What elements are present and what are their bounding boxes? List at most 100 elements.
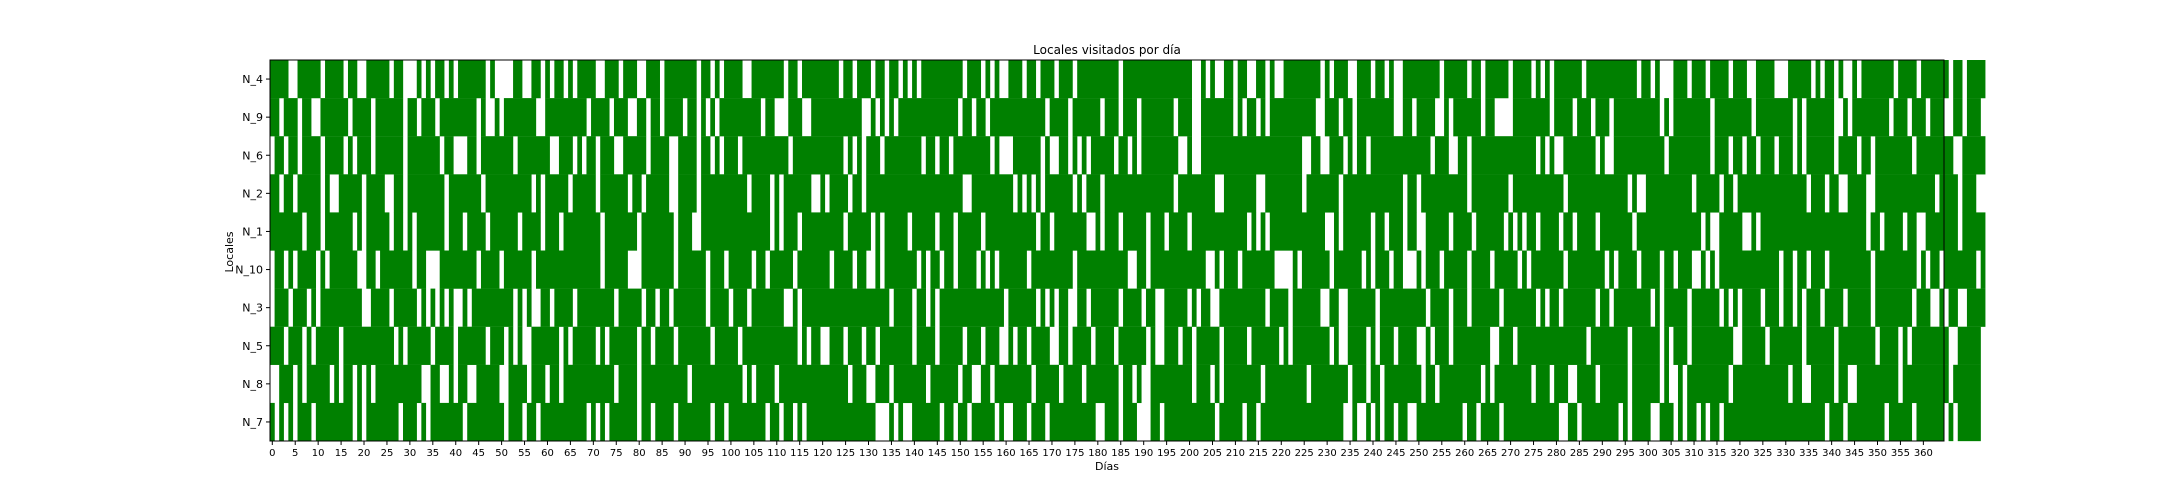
heatmap-cell-run-N_7-day-303 xyxy=(1659,402,1674,442)
heatmap-cell-run-N_7-day-246 xyxy=(1398,402,1408,442)
heatmap-cell-run-N_5-day-246 xyxy=(1398,326,1417,365)
heatmap-cell-run-N_8-day-35 xyxy=(430,364,440,404)
heatmap-cell-run-N_7-day-147 xyxy=(944,402,954,442)
heatmap-cell-run-N_6-day-69 xyxy=(586,136,596,175)
heatmap-cell-run-N_6-day-350 xyxy=(1875,136,1913,175)
x-tick-label-245: 245 xyxy=(1386,448,1405,459)
heatmap-cell-run-N_7-day-150 xyxy=(957,402,968,442)
x-tick-label-305: 305 xyxy=(1662,448,1681,459)
heatmap-cell-run-N_2-day-122 xyxy=(829,174,849,213)
heatmap-cell-run-N_10-day-142 xyxy=(921,250,926,289)
heatmap-cell-run-N_2-day-217 xyxy=(1265,174,1303,213)
x-tick-label-5: 5 xyxy=(292,448,298,459)
heatmap-cell-run-N_5-day-297 xyxy=(1632,326,1660,365)
heatmap-cell-run-N_1-day-48 xyxy=(490,212,518,251)
heatmap-cell-run-N_5-day-81 xyxy=(641,326,651,365)
heatmap-cell-run-N_4-day-172 xyxy=(1058,60,1073,99)
heatmap-cell-run-N_6-day-67 xyxy=(577,136,583,175)
heatmap-cell-run-N_7-day-286 xyxy=(1581,402,1619,442)
heatmap-cell-run-N_9-day-118 xyxy=(811,98,862,137)
x-tick-label-345: 345 xyxy=(1845,448,1864,459)
x-tick-label-255: 255 xyxy=(1432,448,1451,459)
heatmap-cell-run-N_6-day-172 xyxy=(1058,136,1069,175)
heatmap-cell-run-N_9-day-151 xyxy=(962,98,972,137)
heatmap-cell-run-N_2-day-66 xyxy=(572,174,596,213)
heatmap-cell-run-N_2-day-39 xyxy=(448,174,482,213)
heatmap-cell-run-N_5-day-89 xyxy=(678,326,711,365)
heatmap-cell-run-N_7-day-162 xyxy=(1012,402,1027,442)
heatmap-cell-run-N_2-day-369 xyxy=(1962,174,1977,213)
heatmap-cell-run-N_6-day-126 xyxy=(847,136,853,175)
heatmap-cell-run-N_1-day-55 xyxy=(522,212,541,251)
heatmap-cell-run-N_6-day-235 xyxy=(1347,136,1353,175)
heatmap-cell-run-N_4-day-280 xyxy=(1554,60,1582,99)
heatmap-cell-run-N_6-day-103 xyxy=(742,136,789,175)
heatmap-cell-run-N_9-day-49 xyxy=(494,98,500,137)
heatmap-cell-run-N_7-day-153 xyxy=(971,402,995,442)
heatmap-cell-run-N_7-day-366 xyxy=(1948,402,1954,442)
heatmap-cell-run-N_4-day-73 xyxy=(604,60,619,99)
heatmap-cell-run-N_3-day-96 xyxy=(710,288,729,327)
heatmap-cell-run-N_10-day-4 xyxy=(288,250,294,289)
heatmap-cell-run-N_10-day-299 xyxy=(1641,250,1660,289)
heatmap-cell-run-N_6-day-30 xyxy=(407,136,440,175)
heatmap-cell-run-N_5-day-321 xyxy=(1742,326,1766,365)
heatmap-cell-run-N_9-day-108 xyxy=(765,98,775,137)
heatmap-cell-run-N_4-day-21 xyxy=(366,60,390,99)
heatmap-cell-run-N_10-day-275 xyxy=(1531,250,1564,289)
heatmap-cell-run-N_9-day-3 xyxy=(283,98,298,137)
heatmap-cell-run-N_5-day-161 xyxy=(1008,326,1014,365)
heatmap-cell-run-N_4-day-287 xyxy=(1586,60,1637,99)
heatmap-cell-run-N_6-day-72 xyxy=(600,136,615,175)
x-tick-label-70: 70 xyxy=(587,448,600,459)
x-tick-label-360: 360 xyxy=(1914,448,1933,459)
heatmap-cell-run-N_8-day-173 xyxy=(1063,364,1082,404)
heatmap-cell-run-N_8-day-240 xyxy=(1370,364,1381,404)
heatmap-cell-run-N_1-day-298 xyxy=(1636,212,1702,251)
heatmap-cell-run-N_1-day-30 xyxy=(407,212,413,251)
heatmap-cell-run-N_1-day-112 xyxy=(783,212,798,251)
x-tick-label-265: 265 xyxy=(1478,448,1497,459)
heatmap-cell-run-N_4-day-17 xyxy=(347,60,358,99)
heatmap-cell-run-N_3-day-67 xyxy=(577,288,615,327)
x-tick-label-35: 35 xyxy=(426,448,439,459)
heatmap-cell-run-N_4-day-97 xyxy=(714,60,720,99)
heatmap-cell-run-N_2-day-234 xyxy=(1343,174,1403,213)
heatmap-cell-run-N_8-day-41 xyxy=(458,364,468,404)
heatmap-cell-run-N_9-day-51 xyxy=(503,98,537,137)
heatmap-cell-run-N_3-day-76 xyxy=(618,288,642,327)
heatmap-cells xyxy=(270,60,1986,442)
heatmap-cell-run-N_10-day-106 xyxy=(756,250,766,289)
heatmap-cell-run-N_6-day-347 xyxy=(1861,136,1871,175)
heatmap-cell-run-N_4-day-211 xyxy=(1237,60,1248,99)
heatmap-cell-run-N_7-day-297 xyxy=(1632,402,1651,442)
heatmap-cell-run-N_6-day-7 xyxy=(302,136,321,175)
heatmap-cell-run-N_7-day-10 xyxy=(315,402,353,442)
heatmap-cell-run-N_3-day-168 xyxy=(1040,288,1046,327)
heatmap-cell-run-N_3-day-170 xyxy=(1049,288,1055,327)
heatmap-cell-run-N_10-day-208 xyxy=(1223,250,1238,289)
heatmap-cell-run-N_3-day-203 xyxy=(1201,288,1211,327)
heatmap-cell-run-N_8-day-21 xyxy=(366,364,372,404)
heatmap-cell-run-N_1-day-323 xyxy=(1751,212,1757,251)
heatmap-cell-run-N_9-day-271 xyxy=(1512,98,1550,137)
heatmap-cell-run-N_8-day-356 xyxy=(1902,364,1949,404)
heatmap-cell-run-N_1-day-168 xyxy=(1040,212,1050,251)
heatmap-cell-run-N_9-day-285 xyxy=(1577,98,1592,137)
heatmap-cell-run-N_8-day-106 xyxy=(756,364,775,404)
heatmap-cell-run-N_3-day-191 xyxy=(1145,288,1156,327)
heatmap-cell-run-N_9-day-324 xyxy=(1755,98,1793,137)
heatmap-cell-run-N_5-day-48 xyxy=(490,326,505,365)
heatmap-cell-run-N_9-day-306 xyxy=(1673,98,1711,137)
heatmap-cell-run-N_5-day-166 xyxy=(1031,326,1050,365)
heatmap-cell-run-N_2-day-127 xyxy=(852,174,862,213)
heatmap-cell-run-N_2-day-21 xyxy=(366,174,385,213)
heatmap-cell-run-N_3-day-114 xyxy=(792,288,798,327)
heatmap-cell-run-N_6-day-89 xyxy=(678,136,697,175)
heatmap-cell-run-N_7-day-309 xyxy=(1687,402,1697,442)
heatmap-cell-run-N_2-day-94 xyxy=(701,174,748,213)
heatmap-cell-run-N_6-day-290 xyxy=(1600,136,1605,175)
heatmap-cell-run-N_4-day-67 xyxy=(577,60,596,99)
heatmap-cell-run-N_5-day-304 xyxy=(1664,326,1669,365)
heatmap-cell-run-N_2-day-208 xyxy=(1223,174,1257,213)
